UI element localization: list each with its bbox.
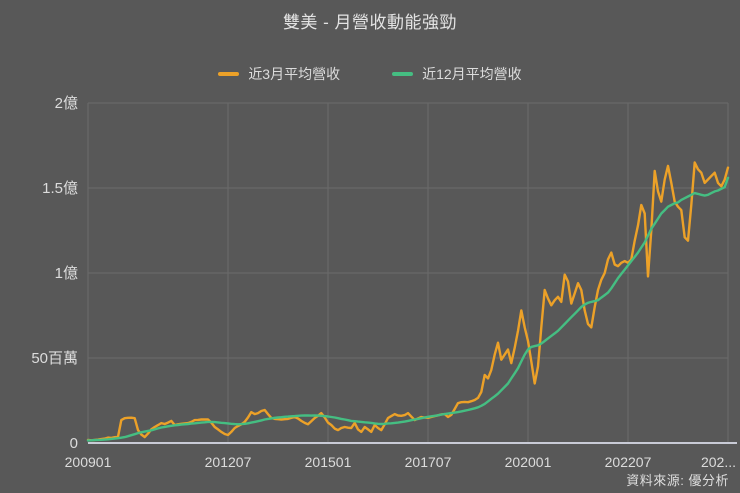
x-axis-tick-label: 202... xyxy=(701,454,736,470)
y-axis-tick-label: 0 xyxy=(70,435,78,452)
y-axis-tick-label: 2億 xyxy=(55,95,78,112)
chart-legend: 近3月平均營收 近12月平均營收 xyxy=(0,64,740,84)
legend-line-swatch-green xyxy=(392,72,414,76)
legend-item-12m-avg: 近12月平均營收 xyxy=(392,64,522,84)
x-axis-tick-label: 200901 xyxy=(65,454,112,470)
x-axis-tick-label: 201707 xyxy=(405,454,452,470)
x-axis-tick-label: 201501 xyxy=(305,454,352,470)
x-axis-tick-label: 201207 xyxy=(205,454,252,470)
chart-title: 雙美 - 月營收動能強勁 xyxy=(282,13,458,32)
legend-line-swatch-orange xyxy=(218,72,240,76)
series-line-3m-avg xyxy=(86,161,730,442)
y-axis-tick-label: 1億 xyxy=(55,265,78,282)
y-axis-tick-label: 50百萬 xyxy=(31,350,78,367)
data-source-note: 資料來源: 優分析 xyxy=(626,473,729,488)
x-axis-tick-label: 202207 xyxy=(605,454,652,470)
legend-label-3m-avg: 近3月平均營收 xyxy=(248,66,341,82)
legend-label-12m-avg: 近12月平均營收 xyxy=(422,66,522,82)
legend-item-3m-avg: 近3月平均營收 xyxy=(218,64,340,84)
series-line-12m-avg xyxy=(86,176,730,442)
y-axis-tick-label: 1.5億 xyxy=(42,180,78,197)
x-axis-tick-label: 202001 xyxy=(505,454,552,470)
